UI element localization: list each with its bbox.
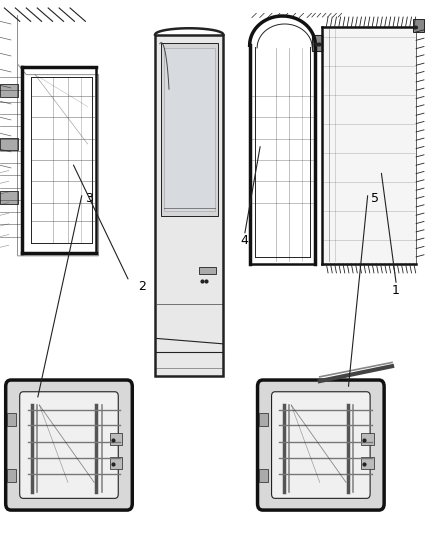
Text: 3: 3 — [85, 192, 93, 205]
Bar — [7, 413, 16, 426]
Bar — [312, 35, 323, 51]
Text: 1: 1 — [392, 284, 400, 297]
Bar — [259, 413, 268, 426]
FancyBboxPatch shape — [272, 392, 370, 498]
Bar — [361, 457, 374, 469]
Bar — [199, 267, 216, 274]
Polygon shape — [322, 27, 416, 264]
Bar — [0, 138, 18, 150]
FancyBboxPatch shape — [258, 380, 384, 510]
FancyBboxPatch shape — [20, 392, 118, 498]
Text: 2: 2 — [138, 280, 146, 293]
Bar — [259, 469, 268, 482]
Bar — [361, 433, 374, 445]
Bar — [110, 433, 122, 445]
Text: 5: 5 — [371, 192, 379, 205]
FancyBboxPatch shape — [6, 380, 132, 510]
Bar — [0, 84, 18, 97]
Polygon shape — [161, 43, 218, 216]
Bar — [110, 457, 122, 469]
Text: 4: 4 — [240, 235, 248, 247]
Bar — [7, 469, 16, 482]
Bar — [413, 19, 424, 32]
Bar — [0, 191, 18, 204]
Polygon shape — [164, 48, 215, 211]
Polygon shape — [155, 35, 223, 376]
